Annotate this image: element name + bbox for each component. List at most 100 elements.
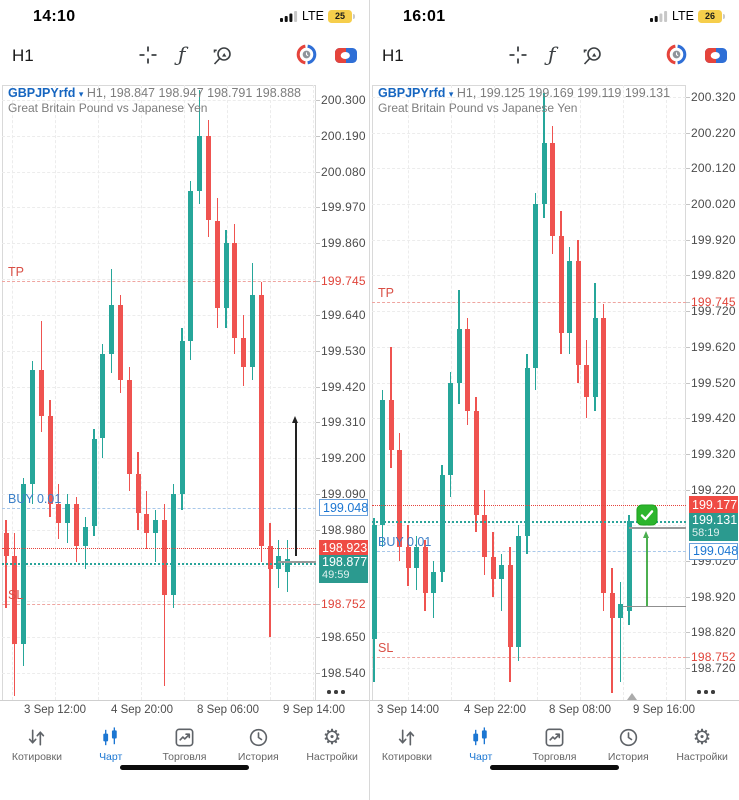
candle-body [223, 243, 229, 309]
more-options-button[interactable] [697, 690, 715, 694]
nav-label: Котировки [11, 751, 62, 763]
price-tick [686, 418, 690, 420]
one-click-trading-icon[interactable] [334, 47, 358, 69]
candle-body [405, 546, 411, 569]
gridline-v [270, 85, 271, 700]
nav-label: История [607, 751, 649, 763]
gridline-v [313, 85, 314, 700]
bottom-nav: Котировки Чарт Торговля История ⚙ Настройки [0, 722, 369, 770]
objects-search-icon[interactable] [210, 44, 234, 73]
tp-line-label: TP [8, 264, 24, 279]
bid-price-tag: 199.177 [689, 496, 738, 514]
gridline-h [2, 135, 316, 137]
more-options-button[interactable] [327, 690, 345, 694]
price-label: 199.920 [691, 232, 736, 247]
tab-trade[interactable]: Торговля [518, 722, 592, 770]
tab-quotes[interactable]: Котировки [370, 722, 444, 770]
candle-wick [40, 321, 42, 433]
network-type-label: LTE [302, 9, 324, 23]
time-axis-line [0, 700, 369, 701]
tab-history[interactable]: История [591, 722, 665, 770]
gridline-h [2, 601, 316, 603]
candle-wick [75, 497, 77, 563]
tab-chart[interactable]: Чарт [444, 722, 518, 770]
candle-body [258, 295, 264, 546]
candle-wick [594, 282, 596, 412]
price-label: 199.640 [321, 307, 366, 322]
candle-wick [475, 396, 477, 533]
trading-sessions-icon[interactable] [666, 44, 687, 70]
candle-wick [458, 289, 460, 404]
candle-wick [483, 489, 486, 576]
price-tick [686, 453, 690, 455]
status-bar: 16:01 LTE 26 [370, 0, 739, 34]
status-right-cluster: LTE 25 [280, 9, 355, 23]
price-axis: 200.320 200.220 200.120 200.020 199.920 199.8… [370, 0, 739, 800]
objects-search-icon[interactable] [580, 44, 604, 73]
quotes-arrows-icon [395, 725, 418, 749]
candle-wick [31, 360, 33, 504]
order-line-label: BUY 0.01 [8, 491, 62, 506]
nav-label: Настройки [306, 751, 358, 763]
candle-wick [5, 520, 7, 608]
price-label: 198.920 [691, 589, 736, 604]
indicators-function-icon[interactable]: ƒ [548, 42, 556, 66]
tab-trade[interactable]: Торговля [148, 722, 222, 770]
symbol-selector[interactable]: GBPJPYrfd ▾ H1, 199.125 199.169 199.119 … [378, 86, 670, 100]
candlestick-plot[interactable]: TP SL BUY 0.01 [0, 0, 369, 800]
trading-sessions-icon[interactable] [296, 44, 317, 70]
symbol-name: GBPJPYrfd [378, 86, 446, 100]
candle-body [482, 514, 487, 558]
price-label: 200.220 [691, 125, 736, 140]
tab-chart[interactable]: Чарт [74, 722, 148, 770]
symbol-dropdown-icon: ▾ [78, 89, 84, 99]
tab-history[interactable]: История [221, 722, 295, 770]
price-tick [316, 243, 320, 245]
price-tick [686, 596, 690, 598]
chart-area: GBPJPYrfd ▾ H1, 198.847 198.947 198.791 … [0, 0, 369, 800]
timeframe-button[interactable]: H1 [382, 46, 404, 65]
phone-screen-left: 14:10 LTE 25 H1 ƒ GBPJPYrfd ▾ H1, 198.84… [0, 0, 369, 800]
gridline-h [372, 382, 686, 384]
candle-wick [407, 525, 409, 586]
take-profit-line [2, 280, 316, 282]
home-indicator[interactable] [120, 765, 249, 770]
candle-body [144, 513, 150, 533]
timeframe-button[interactable]: H1 [12, 46, 34, 65]
clock-time: 16:01 [403, 8, 446, 25]
candle-body [126, 380, 132, 475]
candle-body [205, 135, 211, 221]
candle-wick [181, 327, 183, 511]
plot-frame [2, 85, 316, 701]
candle-wick [415, 536, 418, 590]
gridline-h [2, 314, 316, 316]
candle-wick [500, 553, 503, 611]
gridline-h [372, 418, 686, 420]
gridline-v [227, 85, 228, 700]
candle-wick [146, 490, 148, 550]
crosshair-icon[interactable] [507, 44, 529, 71]
candle-body [197, 135, 203, 192]
indicators-function-icon[interactable]: ƒ [178, 42, 186, 66]
tp-line-label: TP [378, 286, 394, 301]
one-click-trading-icon[interactable] [704, 47, 728, 69]
price-label: 198.720 [691, 661, 736, 675]
candlestick-plot[interactable]: TP SL BUY 0.01 [370, 0, 739, 800]
settings-gear-icon: ⚙ [322, 725, 342, 749]
symbol-selector[interactable]: GBPJPYrfd ▾ H1, 198.847 198.947 198.791 … [8, 86, 301, 100]
candle-body [388, 400, 394, 451]
tab-settings[interactable]: ⚙ Настройки [665, 722, 739, 770]
candle-body [276, 555, 282, 569]
tab-quotes[interactable]: Котировки [0, 722, 74, 770]
nav-label: История [237, 751, 279, 763]
tab-settings[interactable]: ⚙ Настройки [295, 722, 369, 770]
crosshair-icon[interactable] [137, 44, 159, 71]
order-line-label: BUY 0.01 [378, 535, 432, 549]
settings-gear-icon: ⚙ [692, 725, 712, 749]
price-label: 199.860 [321, 236, 366, 251]
home-indicator[interactable] [490, 765, 619, 770]
candle-wick [49, 399, 51, 517]
price-tick [686, 489, 690, 491]
gridline-h [2, 493, 316, 495]
candle-wick [119, 295, 121, 393]
